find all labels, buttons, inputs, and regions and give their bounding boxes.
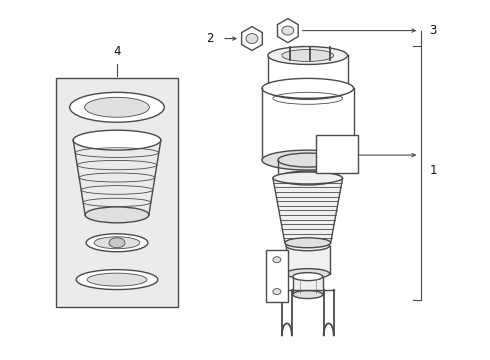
Ellipse shape bbox=[278, 171, 338, 185]
Bar bbox=[266, 250, 288, 302]
Ellipse shape bbox=[273, 257, 281, 263]
Ellipse shape bbox=[293, 273, 323, 280]
Ellipse shape bbox=[285, 238, 331, 248]
Ellipse shape bbox=[282, 26, 294, 35]
Text: 2: 2 bbox=[207, 32, 214, 45]
Text: 1: 1 bbox=[429, 163, 437, 176]
Ellipse shape bbox=[70, 92, 164, 122]
Ellipse shape bbox=[268, 81, 347, 99]
Ellipse shape bbox=[262, 150, 354, 170]
Ellipse shape bbox=[282, 50, 334, 62]
Bar bbox=[316, 135, 358, 173]
Ellipse shape bbox=[76, 270, 158, 289]
Ellipse shape bbox=[273, 289, 281, 294]
Ellipse shape bbox=[273, 172, 343, 184]
Ellipse shape bbox=[73, 130, 161, 150]
Bar bbox=[268, 55, 347, 90]
Bar bbox=[293, 276, 323, 294]
Polygon shape bbox=[277, 19, 298, 42]
Bar bbox=[262, 88, 354, 160]
Text: 3: 3 bbox=[429, 24, 437, 37]
Polygon shape bbox=[242, 27, 262, 50]
Text: 4: 4 bbox=[113, 45, 121, 58]
Ellipse shape bbox=[268, 46, 347, 64]
Ellipse shape bbox=[262, 78, 354, 98]
Ellipse shape bbox=[278, 153, 338, 167]
Ellipse shape bbox=[86, 234, 148, 252]
Bar bbox=[56, 78, 178, 306]
Bar bbox=[278, 160, 338, 178]
Ellipse shape bbox=[293, 291, 323, 298]
Ellipse shape bbox=[87, 273, 147, 286]
Bar bbox=[286, 246, 330, 274]
Ellipse shape bbox=[109, 238, 125, 248]
Ellipse shape bbox=[85, 207, 149, 223]
Ellipse shape bbox=[246, 33, 258, 44]
Ellipse shape bbox=[94, 237, 140, 249]
Ellipse shape bbox=[286, 241, 330, 251]
Polygon shape bbox=[273, 178, 343, 243]
Ellipse shape bbox=[286, 269, 330, 279]
Ellipse shape bbox=[85, 97, 149, 117]
